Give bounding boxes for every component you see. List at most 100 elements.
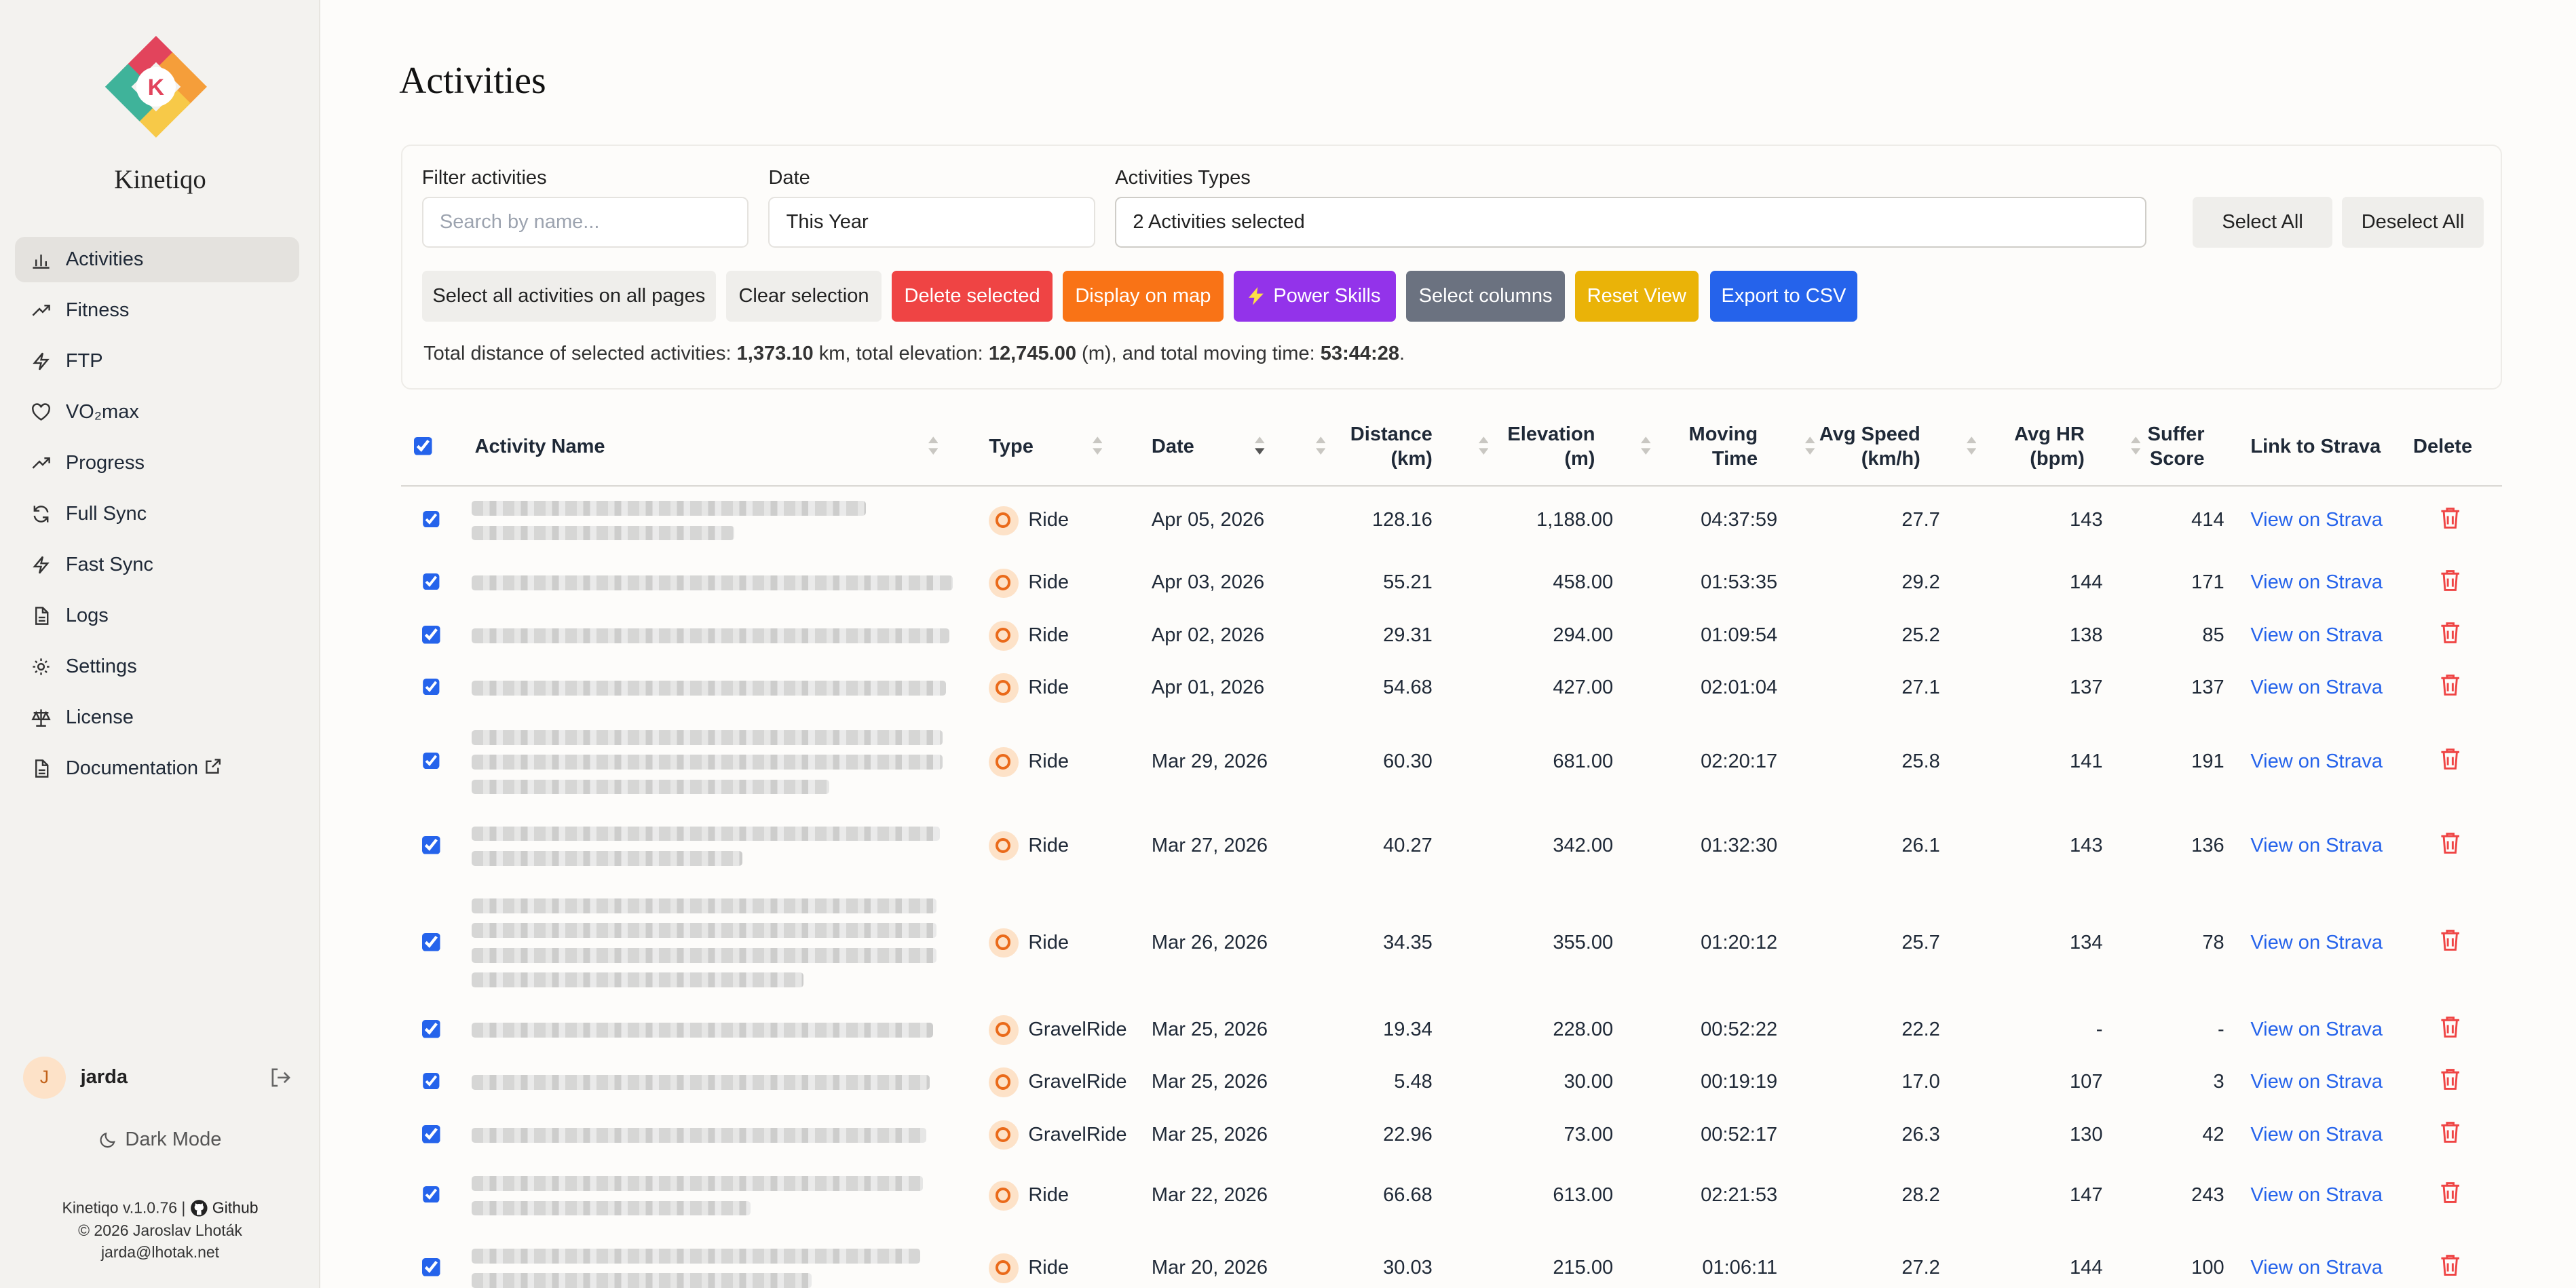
- sidebar-item-vo2max[interactable]: VO₂max: [15, 390, 299, 436]
- sort-desc-icon[interactable]: [1255, 435, 1265, 456]
- trash-icon[interactable]: [2440, 1015, 2461, 1038]
- github-link[interactable]: Github: [212, 1198, 259, 1217]
- activity-name-blurred[interactable]: [471, 923, 936, 939]
- activity-name-blurred[interactable]: [471, 1022, 933, 1038]
- activity-name-blurred[interactable]: [471, 1273, 812, 1288]
- header-distance[interactable]: Distance (km): [1321, 407, 1433, 486]
- activity-name-blurred[interactable]: [471, 755, 943, 770]
- select-columns-button[interactable]: Select columns: [1405, 270, 1566, 322]
- select-all-types-button[interactable]: Select All: [2193, 197, 2332, 248]
- view-on-strava-link[interactable]: View on Strava: [2250, 1018, 2383, 1040]
- reset-view-button[interactable]: Reset View: [1575, 270, 1699, 322]
- trash-icon[interactable]: [2440, 1181, 2461, 1204]
- activity-name-blurred[interactable]: [471, 730, 943, 745]
- trash-icon[interactable]: [2440, 928, 2461, 951]
- trash-icon[interactable]: [2440, 621, 2461, 644]
- view-on-strava-link[interactable]: View on Strava: [2250, 931, 2383, 953]
- sidebar-item-ftp[interactable]: FTP: [15, 339, 299, 385]
- row-checkbox[interactable]: [422, 510, 440, 529]
- trash-icon[interactable]: [2440, 831, 2461, 854]
- activity-name-blurred[interactable]: [471, 1200, 751, 1216]
- row-checkbox[interactable]: [422, 1186, 440, 1205]
- view-on-strava-link[interactable]: View on Strava: [2250, 1123, 2383, 1145]
- sidebar-item-fast-sync[interactable]: Fast Sync: [15, 542, 299, 588]
- select-all-checkbox[interactable]: [414, 436, 432, 455]
- activity-name-blurred[interactable]: [471, 501, 866, 516]
- activity-name-blurred[interactable]: [471, 525, 735, 541]
- trash-icon[interactable]: [2440, 673, 2461, 696]
- activity-name-blurred[interactable]: [471, 850, 743, 866]
- trash-icon[interactable]: [2440, 1253, 2461, 1276]
- header-activity-name[interactable]: Activity Name: [474, 436, 605, 458]
- trash-icon[interactable]: [2440, 506, 2461, 529]
- view-on-strava-link[interactable]: View on Strava: [2250, 677, 2383, 699]
- sidebar-item-license[interactable]: License: [15, 695, 299, 741]
- dark-mode-toggle[interactable]: Dark Mode: [0, 1129, 320, 1151]
- activity-name-blurred[interactable]: [471, 1127, 927, 1143]
- trash-icon[interactable]: [2440, 569, 2461, 592]
- view-on-strava-link[interactable]: View on Strava: [2250, 509, 2383, 531]
- row-checkbox[interactable]: [422, 1072, 440, 1091]
- view-on-strava-link[interactable]: View on Strava: [2250, 1256, 2383, 1278]
- sort-icon[interactable]: [1478, 435, 1489, 456]
- trash-icon[interactable]: [2440, 1120, 2461, 1143]
- sort-icon[interactable]: [1966, 435, 1977, 456]
- sidebar-item-logs[interactable]: Logs: [15, 593, 299, 639]
- sidebar-item-documentation[interactable]: Documentation: [15, 746, 299, 792]
- power-skills-button[interactable]: Power Skills: [1233, 270, 1397, 322]
- header-date[interactable]: Date: [1151, 436, 1194, 458]
- sidebar-item-progress[interactable]: Progress: [15, 440, 299, 487]
- select-all-pages-button[interactable]: Select all activities on all pages: [421, 270, 716, 322]
- view-on-strava-link[interactable]: View on Strava: [2250, 624, 2383, 646]
- activity-name-blurred[interactable]: [471, 779, 830, 795]
- activity-name-blurred[interactable]: [471, 826, 940, 841]
- activity-name-blurred[interactable]: [471, 898, 936, 913]
- types-select[interactable]: 2 Activities selected: [1115, 197, 2147, 248]
- view-on-strava-link[interactable]: View on Strava: [2250, 834, 2383, 856]
- sort-icon[interactable]: [2130, 435, 2141, 456]
- search-input[interactable]: [421, 197, 749, 248]
- sort-icon[interactable]: [928, 435, 939, 456]
- export-csv-button[interactable]: Export to CSV: [1709, 270, 1858, 322]
- header-elevation[interactable]: Elevation (m): [1485, 407, 1595, 486]
- row-checkbox[interactable]: [422, 836, 440, 854]
- activity-name-blurred[interactable]: [471, 681, 947, 696]
- trash-icon[interactable]: [2440, 747, 2461, 770]
- date-select[interactable]: This Year: [768, 197, 1096, 248]
- sort-icon[interactable]: [1805, 435, 1815, 456]
- activity-name-blurred[interactable]: [471, 1248, 920, 1264]
- header-type[interactable]: Type: [989, 436, 1034, 458]
- delete-selected-button[interactable]: Delete selected: [892, 270, 1053, 322]
- header-avg-hr[interactable]: Avg HR (bpm): [1978, 407, 2085, 486]
- row-checkbox[interactable]: [422, 573, 440, 592]
- row-checkbox[interactable]: [422, 1125, 440, 1143]
- header-suffer-score[interactable]: Suffer Score: [2142, 407, 2205, 486]
- sort-icon[interactable]: [1641, 435, 1651, 456]
- sidebar-item-fitness[interactable]: Fitness: [15, 288, 299, 334]
- trash-icon[interactable]: [2440, 1067, 2461, 1091]
- row-checkbox[interactable]: [422, 678, 440, 697]
- sort-icon[interactable]: [1315, 435, 1326, 456]
- logout-icon[interactable]: [269, 1066, 292, 1089]
- row-checkbox[interactable]: [422, 1258, 440, 1276]
- row-checkbox[interactable]: [422, 626, 440, 644]
- sidebar-item-settings[interactable]: Settings: [15, 644, 299, 690]
- activity-name-blurred[interactable]: [471, 628, 950, 643]
- row-checkbox[interactable]: [422, 752, 440, 771]
- activity-name-blurred[interactable]: [471, 972, 803, 987]
- clear-selection-button[interactable]: Clear selection: [725, 270, 882, 322]
- activity-name-blurred[interactable]: [471, 1075, 930, 1091]
- display-on-map-button[interactable]: Display on map: [1062, 270, 1224, 322]
- activity-name-blurred[interactable]: [471, 947, 936, 963]
- header-avg-speed[interactable]: Avg Speed (km/h): [1797, 407, 1920, 486]
- header-moving-time[interactable]: Moving Time: [1649, 407, 1758, 486]
- view-on-strava-link[interactable]: View on Strava: [2250, 1184, 2383, 1207]
- activity-name-blurred[interactable]: [471, 575, 953, 591]
- sort-icon[interactable]: [1092, 435, 1103, 456]
- activity-name-blurred[interactable]: [471, 1176, 924, 1191]
- sidebar-item-activities[interactable]: Activities: [14, 236, 299, 283]
- row-checkbox[interactable]: [422, 932, 440, 951]
- sidebar-item-full-sync[interactable]: Full Sync: [15, 491, 299, 537]
- row-checkbox[interactable]: [422, 1020, 440, 1038]
- deselect-all-types-button[interactable]: Deselect All: [2342, 197, 2484, 248]
